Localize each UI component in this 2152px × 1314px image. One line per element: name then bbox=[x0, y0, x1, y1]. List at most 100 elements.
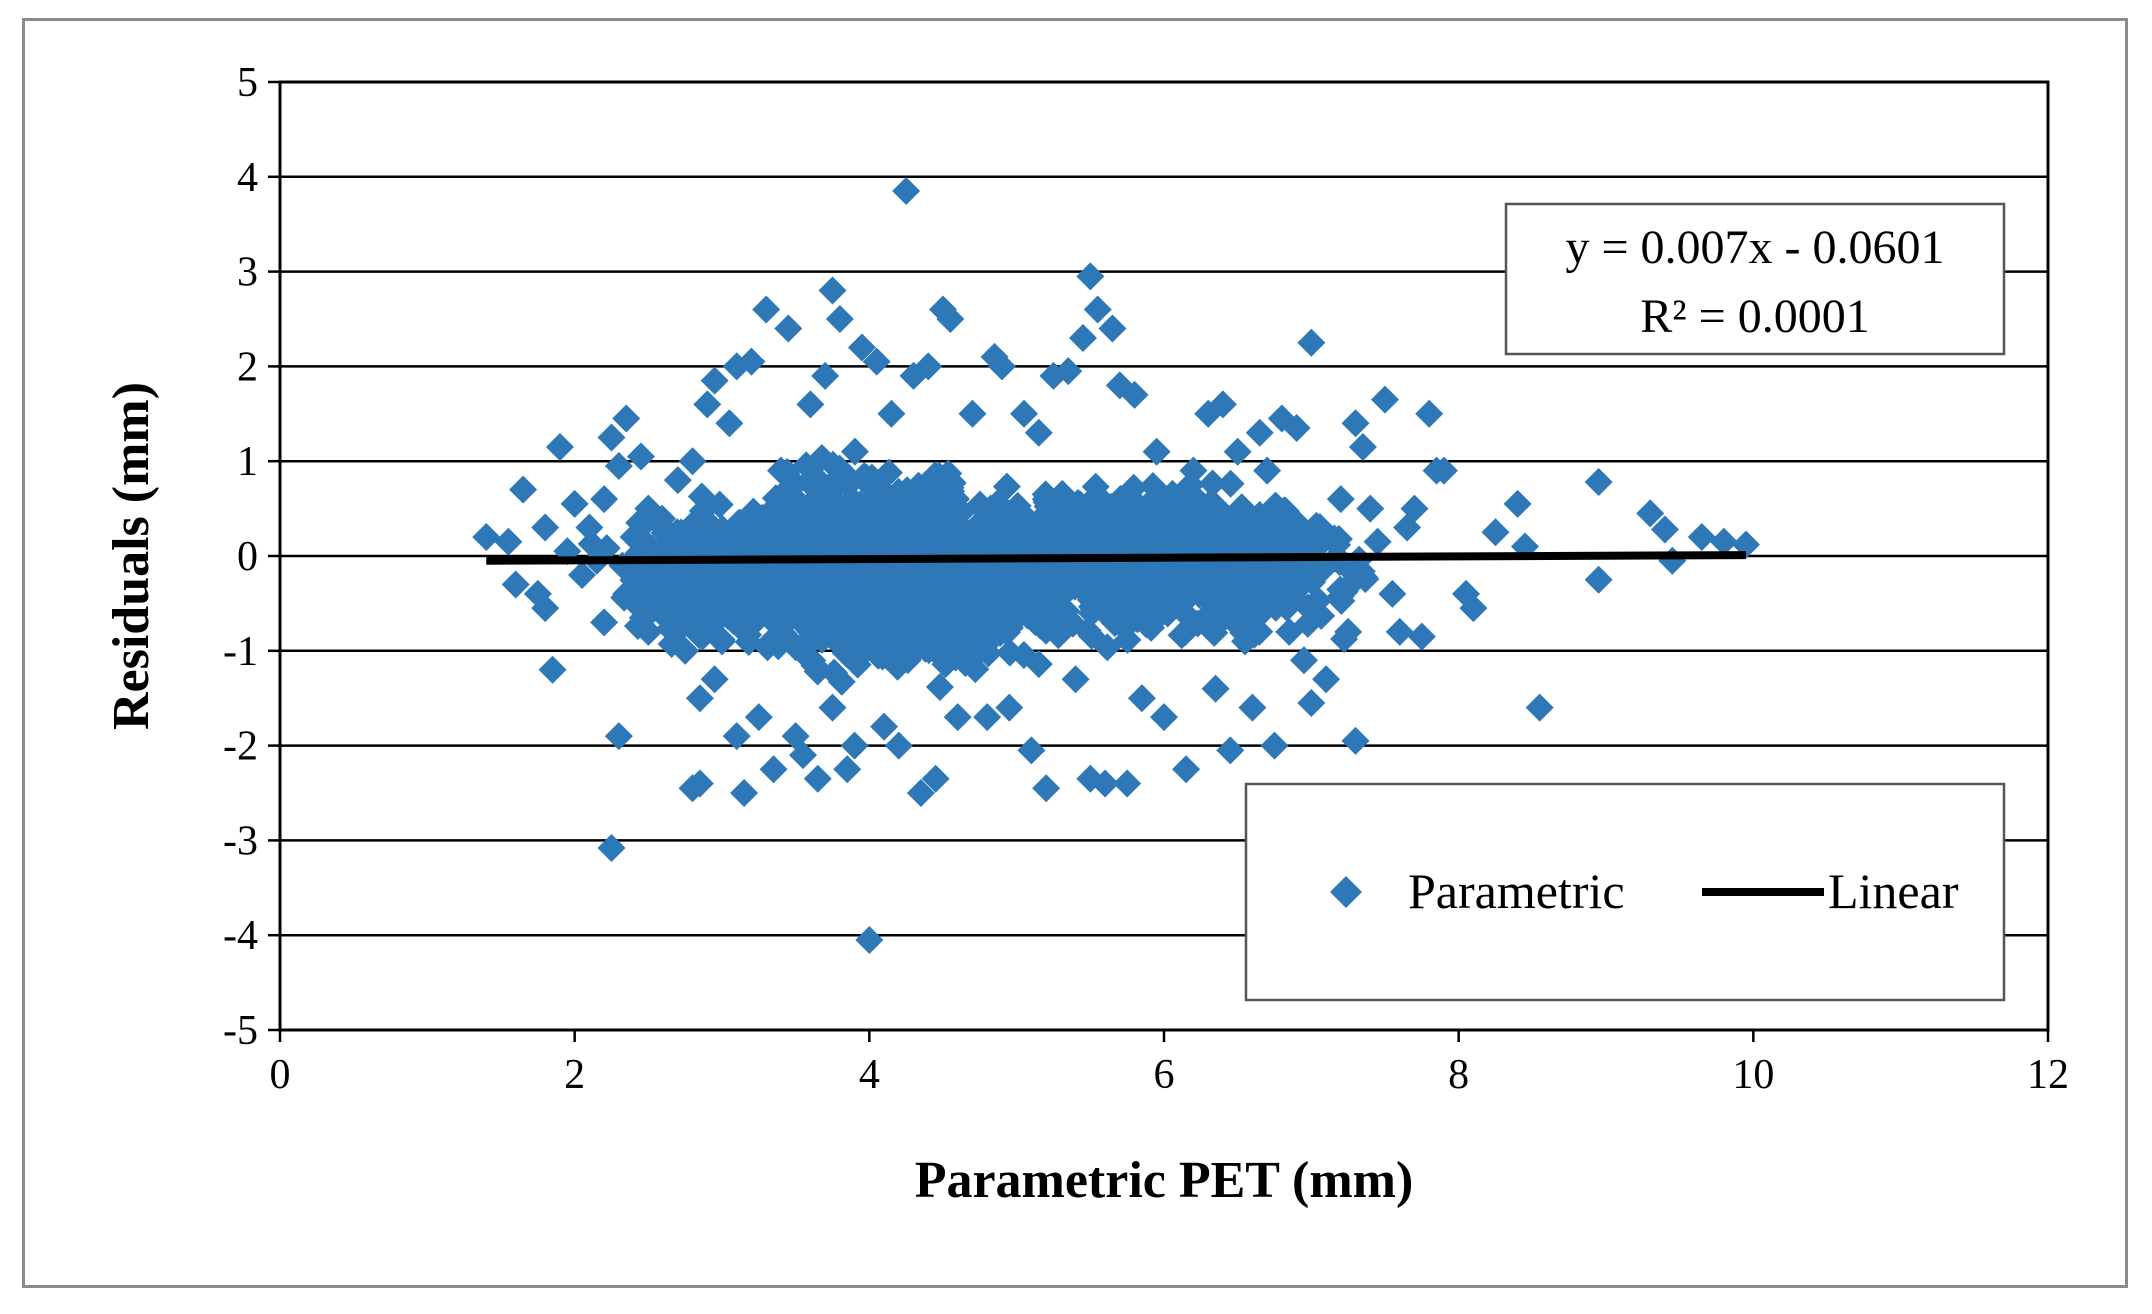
y-tick-label: 0 bbox=[237, 534, 258, 580]
data-point bbox=[968, 524, 997, 553]
data-point bbox=[1098, 314, 1127, 343]
y-tick-label: -1 bbox=[223, 629, 258, 675]
data-point bbox=[1134, 570, 1163, 599]
data-point bbox=[900, 615, 929, 644]
data-point bbox=[1113, 769, 1142, 798]
data-point bbox=[1297, 328, 1326, 357]
data-point bbox=[914, 557, 943, 586]
data-point bbox=[1179, 456, 1208, 485]
x-tick-label: 6 bbox=[1154, 1052, 1175, 1098]
data-point bbox=[800, 651, 829, 680]
data-point bbox=[744, 703, 773, 732]
data-point bbox=[1253, 456, 1282, 485]
data-point bbox=[813, 588, 842, 617]
x-tick-label: 10 bbox=[1732, 1052, 1774, 1098]
data-point bbox=[494, 527, 523, 556]
data-point bbox=[834, 556, 863, 585]
data-point bbox=[792, 451, 821, 480]
data-point bbox=[1073, 616, 1102, 645]
data-point bbox=[1503, 489, 1532, 518]
data-point bbox=[1650, 515, 1679, 544]
y-axis-title: Residuals (mm) bbox=[103, 382, 160, 730]
y-tick-label: 4 bbox=[237, 155, 258, 201]
data-point bbox=[884, 731, 913, 760]
data-point bbox=[903, 498, 932, 527]
data-point bbox=[956, 618, 985, 647]
data-point bbox=[855, 925, 884, 954]
data-point bbox=[683, 561, 712, 590]
data-point bbox=[1429, 456, 1458, 485]
x-tick-label: 0 bbox=[270, 1052, 291, 1098]
data-point bbox=[1193, 584, 1222, 613]
data-point bbox=[1137, 613, 1166, 642]
data-point bbox=[1081, 472, 1110, 501]
data-point bbox=[1223, 437, 1252, 466]
data-point bbox=[634, 617, 663, 646]
data-point bbox=[1198, 469, 1227, 498]
data-point bbox=[1017, 736, 1046, 765]
data-point bbox=[840, 437, 869, 466]
data-point bbox=[877, 399, 906, 428]
legend-label-parametric: Parametric bbox=[1408, 863, 1625, 919]
data-point bbox=[590, 485, 619, 514]
data-point bbox=[1709, 527, 1738, 556]
data-point bbox=[1248, 514, 1277, 543]
data-point bbox=[995, 693, 1024, 722]
data-point bbox=[1052, 597, 1081, 626]
data-point bbox=[852, 468, 881, 497]
data-point bbox=[1017, 596, 1046, 625]
data-point bbox=[1270, 496, 1299, 525]
data-point bbox=[560, 489, 589, 518]
data-point bbox=[1083, 529, 1112, 558]
data-point bbox=[678, 447, 707, 476]
data-point bbox=[773, 623, 802, 652]
data-point bbox=[925, 462, 954, 491]
data-point bbox=[914, 352, 943, 381]
data-point bbox=[1024, 650, 1053, 679]
data-point bbox=[1088, 510, 1117, 539]
data-point bbox=[803, 764, 832, 793]
data-point bbox=[761, 510, 790, 539]
data-point bbox=[597, 833, 626, 862]
data-point bbox=[1334, 617, 1363, 646]
data-point bbox=[626, 442, 655, 471]
legend-marker-parametric bbox=[1330, 876, 1362, 908]
data-point bbox=[774, 314, 803, 343]
data-point bbox=[568, 560, 597, 589]
data-point bbox=[1415, 399, 1444, 428]
data-point bbox=[837, 531, 866, 560]
data-point bbox=[870, 712, 899, 741]
data-point bbox=[700, 665, 729, 694]
data-point bbox=[1378, 579, 1407, 608]
data-point bbox=[1407, 622, 1436, 651]
data-point bbox=[1044, 506, 1073, 535]
legend-label-linear: Linear bbox=[1828, 863, 1959, 919]
data-point bbox=[940, 567, 969, 596]
data-point bbox=[1146, 506, 1175, 535]
data-point bbox=[739, 502, 768, 531]
data-point bbox=[1114, 488, 1143, 517]
x-tick-label: 4 bbox=[859, 1052, 880, 1098]
data-point bbox=[995, 638, 1024, 667]
data-point bbox=[1138, 472, 1167, 501]
data-point bbox=[766, 456, 795, 485]
data-point bbox=[1208, 390, 1237, 419]
data-point bbox=[768, 598, 797, 627]
data-point bbox=[752, 295, 781, 324]
data-point bbox=[958, 399, 987, 428]
data-point bbox=[1172, 755, 1201, 784]
data-point bbox=[1385, 617, 1414, 646]
trendline bbox=[486, 551, 1746, 565]
x-tick-label: 2 bbox=[564, 1052, 585, 1098]
data-point bbox=[1022, 509, 1051, 538]
x-tick-label: 12 bbox=[2027, 1052, 2069, 1098]
data-point bbox=[634, 494, 663, 523]
data-point bbox=[604, 722, 633, 751]
data-point bbox=[1099, 596, 1128, 625]
data-point bbox=[840, 731, 869, 760]
data-point bbox=[796, 390, 825, 419]
y-tick-label: 3 bbox=[237, 250, 258, 296]
data-point bbox=[1032, 774, 1061, 803]
data-point bbox=[936, 305, 965, 333]
data-point bbox=[1272, 593, 1301, 622]
